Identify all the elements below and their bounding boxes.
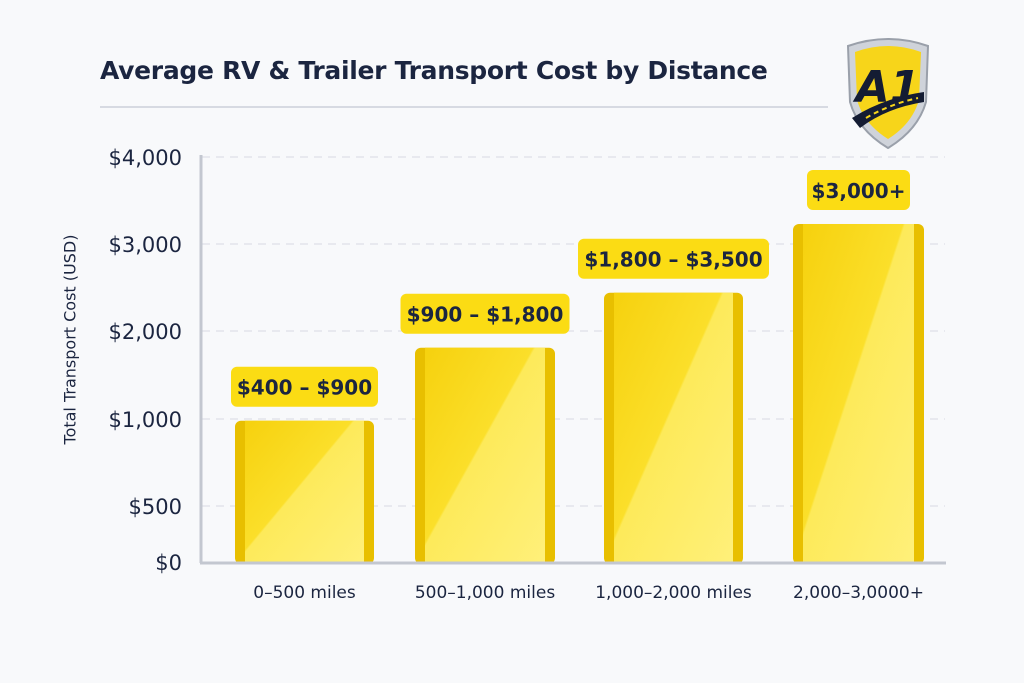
data-label: $1,800 – $3,500 xyxy=(584,248,762,272)
y-tick-label: $3,000 xyxy=(109,233,182,257)
bar xyxy=(614,292,733,564)
data-label-bg xyxy=(231,366,378,407)
x-tick-label: 0–500 miles xyxy=(253,583,356,603)
y-tick-label: $500 xyxy=(129,495,182,519)
bar xyxy=(245,420,364,564)
title-divider xyxy=(100,106,828,108)
y-tick-label: $1,000 xyxy=(109,408,182,432)
bar xyxy=(803,223,914,565)
data-label-bg xyxy=(578,238,769,279)
y-tick-label: $2,000 xyxy=(109,320,182,344)
data-label-bg xyxy=(400,293,570,334)
bar xyxy=(425,347,545,564)
chart-title: Average RV & Trailer Transport Cost by D… xyxy=(100,56,768,85)
y-tick-label: $0 xyxy=(155,551,182,575)
y-tick-label: $4,000 xyxy=(109,146,182,170)
data-label-bg xyxy=(807,169,910,210)
data-label: $3,000+ xyxy=(812,179,906,203)
x-tick-label: 1,000–2,000 miles xyxy=(595,583,752,603)
data-label: $900 – $1,800 xyxy=(407,303,564,327)
x-tick-label: 500–1,000 miles xyxy=(415,583,555,603)
a1-logo: A1 xyxy=(846,38,930,150)
x-tick-label: 2,000–3,0000+ xyxy=(793,583,924,603)
data-label: $400 – $900 xyxy=(237,376,372,400)
